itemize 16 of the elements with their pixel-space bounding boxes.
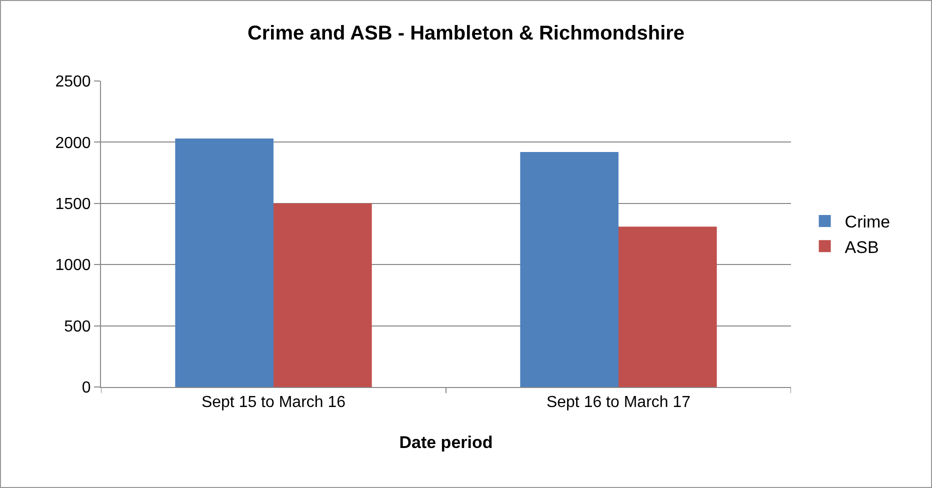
y-tick-label: 0	[82, 380, 91, 397]
x-tick-label: Sept 16 to March 17	[546, 394, 691, 412]
y-tick-label: 1000	[55, 257, 91, 274]
legend-label: ASB	[844, 238, 879, 257]
y-tick-label: 2500	[55, 74, 91, 91]
bar	[274, 203, 372, 387]
x-tick-label: Sept 15 to March 16	[201, 394, 346, 412]
chart-title: Crime and ASB - Hambleton & Richmondshire	[247, 22, 685, 44]
bar	[175, 138, 274, 387]
y-tick-label: 1500	[55, 196, 91, 213]
bar	[618, 226, 717, 387]
x-axis-title: Date period	[399, 433, 493, 452]
y-tick-label: 2000	[55, 134, 91, 152]
y-tick-label: 500	[64, 318, 91, 336]
legend-label: Crime	[844, 212, 890, 232]
bar	[520, 152, 618, 387]
